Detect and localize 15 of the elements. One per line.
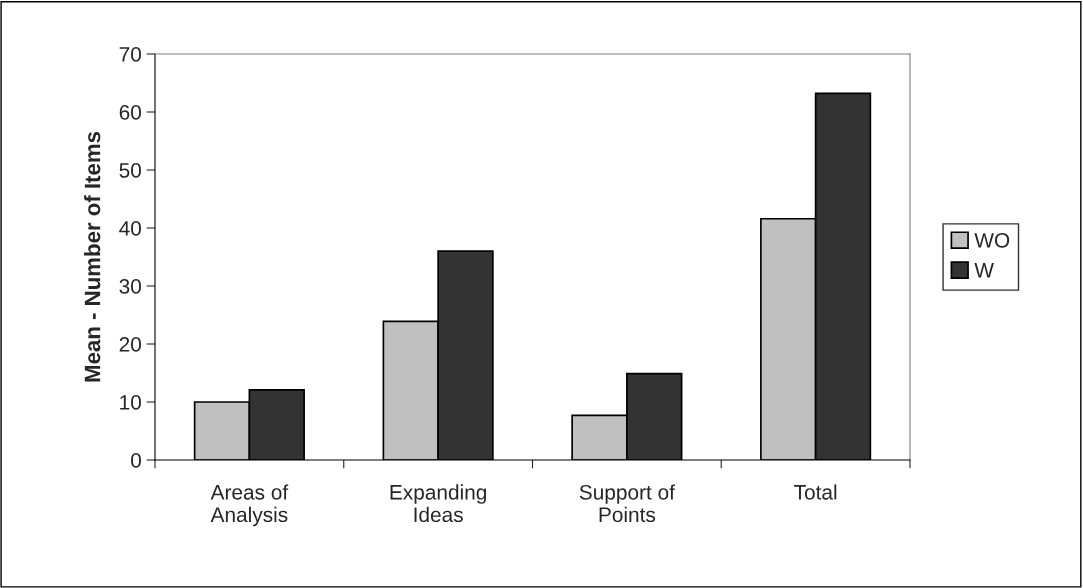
y-axis-title: Mean - Number of Items	[84, 131, 101, 382]
y-tick-label: 60	[119, 105, 141, 120]
y-tick-label: 30	[119, 279, 141, 294]
x-tick-label: Areas of Analysis	[210, 484, 289, 527]
x-tick-label: Expanding Ideas	[390, 484, 487, 523]
y-tick-label: 40	[119, 221, 141, 236]
y-tick-label: 70	[119, 47, 141, 62]
x-tick-label: Support of Points	[579, 484, 675, 523]
y-tick-label: 10	[120, 395, 141, 410]
y-tick-label: 50	[119, 163, 141, 178]
x-tick-label: Total	[794, 484, 837, 500]
y-tick-label: 20	[119, 337, 141, 352]
legend-label: W	[974, 263, 994, 278]
y-tick-label: 0	[131, 453, 141, 468]
legend-label: WO	[974, 232, 1010, 248]
